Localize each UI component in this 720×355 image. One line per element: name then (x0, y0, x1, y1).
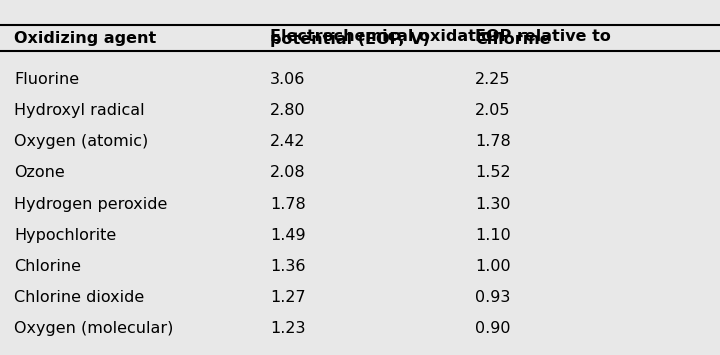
Text: 1.10: 1.10 (475, 228, 511, 243)
Text: 1.78: 1.78 (270, 197, 306, 212)
Text: potential (EOP, V): potential (EOP, V) (270, 32, 430, 47)
Text: Hydrogen peroxide: Hydrogen peroxide (14, 197, 168, 212)
Text: 3.06: 3.06 (270, 72, 305, 87)
Text: 1.30: 1.30 (475, 197, 510, 212)
Text: 1.36: 1.36 (270, 259, 305, 274)
Text: Ozone: Ozone (14, 165, 65, 180)
Text: Fluorine: Fluorine (14, 72, 79, 87)
Text: Oxygen (molecular): Oxygen (molecular) (14, 321, 174, 336)
Text: 1.78: 1.78 (475, 134, 511, 149)
Text: 0.93: 0.93 (475, 290, 510, 305)
Text: 0.90: 0.90 (475, 321, 510, 336)
Text: EOP relative to: EOP relative to (475, 29, 611, 44)
Text: Oxidizing agent: Oxidizing agent (14, 31, 157, 46)
Text: 2.25: 2.25 (475, 72, 510, 87)
Text: 2.08: 2.08 (270, 165, 305, 180)
Text: Hypochlorite: Hypochlorite (14, 228, 117, 243)
Text: 1.27: 1.27 (270, 290, 305, 305)
Text: 1.00: 1.00 (475, 259, 510, 274)
Text: 2.42: 2.42 (270, 134, 305, 149)
Text: 1.23: 1.23 (270, 321, 305, 336)
Text: Chlorine dioxide: Chlorine dioxide (14, 290, 145, 305)
Text: Hydroxyl radical: Hydroxyl radical (14, 103, 145, 118)
Text: Electrochemical oxidation: Electrochemical oxidation (270, 29, 504, 44)
Text: Chlorine: Chlorine (14, 259, 81, 274)
Text: Oxygen (atomic): Oxygen (atomic) (14, 134, 148, 149)
Text: Chlorine: Chlorine (475, 32, 551, 47)
Text: 2.80: 2.80 (270, 103, 305, 118)
Text: 2.05: 2.05 (475, 103, 510, 118)
Text: 1.52: 1.52 (475, 165, 510, 180)
Text: 1.49: 1.49 (270, 228, 305, 243)
